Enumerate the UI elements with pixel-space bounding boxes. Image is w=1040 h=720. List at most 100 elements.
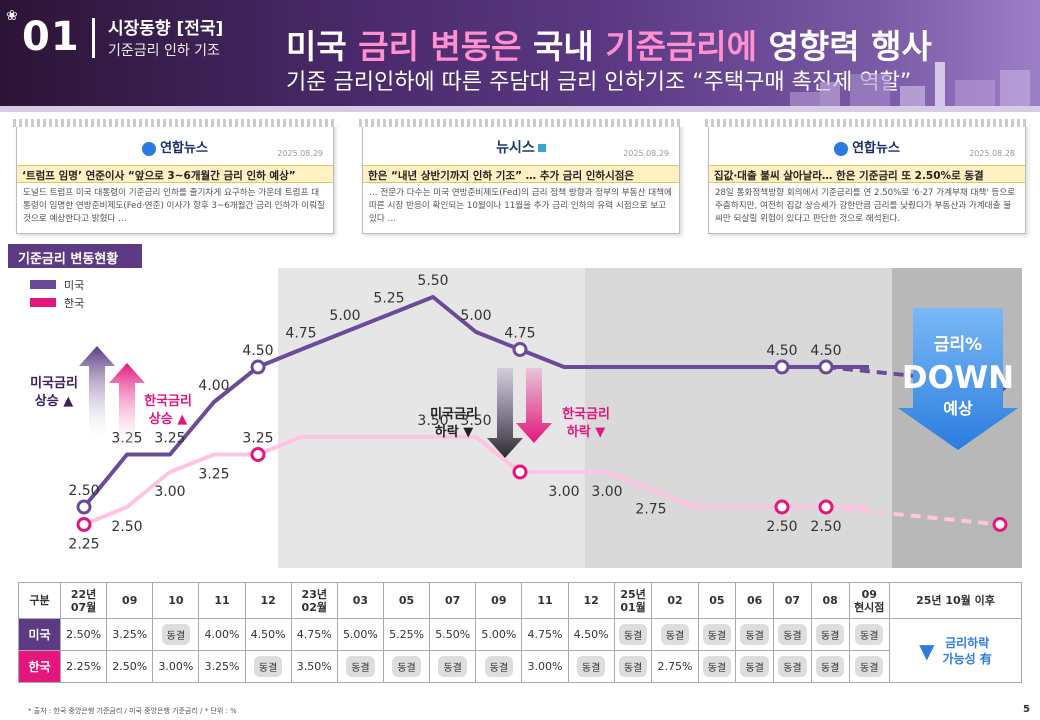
table-cell: 5.25% — [382, 618, 431, 651]
table-cell: 2.75% — [651, 650, 699, 683]
news-logo-icon — [537, 144, 546, 152]
table-cell: 동결 — [735, 650, 775, 683]
us-value-label: 5.00 — [329, 308, 360, 324]
kr-value-label: 2.50 — [810, 519, 841, 535]
table-cell: 동결 — [429, 650, 477, 683]
us-up-label: 상승 ▲ — [35, 394, 73, 409]
table-cell: 동결 — [613, 650, 653, 683]
us-point — [76, 499, 92, 515]
kr-up-label: 상승 ▲ — [149, 412, 187, 427]
table-cell: 4.50% — [567, 618, 615, 651]
news-card[interactable]: 연합뉴스 2025.08.29 ‘트럼프 임명’ 연준이사 “앞으로 3~6개월… — [13, 119, 337, 234]
table-header-cell: 08 — [810, 582, 850, 619]
forecast-cell: ▼ 금리하락 가능성 有 — [889, 618, 1022, 683]
table-cell: 4.75% — [290, 618, 338, 651]
table-cell: 동결 — [651, 618, 699, 651]
forecast-label: 금리% — [934, 335, 982, 355]
kr-point — [992, 517, 1008, 532]
table-header-cell: 09 — [475, 582, 523, 619]
us-value-label: 5.00 — [460, 308, 491, 324]
kr-down-label: 하락 ▼ — [567, 424, 605, 440]
news-date: 2025.08.29 — [277, 149, 323, 158]
table-header-cell: 22년 07월 — [59, 582, 108, 619]
section-title: 시장동향 [전국] — [108, 19, 224, 39]
us-up-arrow — [79, 346, 115, 438]
band-1 — [8, 268, 278, 568]
kr-down-label: 한국금리 — [562, 406, 610, 422]
table-header-cell: 09 현시점 — [848, 582, 890, 619]
kr-line — [83, 435, 869, 527]
table-cell: 동결 — [697, 650, 737, 683]
table-cell: 2.50% — [106, 650, 154, 683]
kr-point — [774, 499, 790, 515]
news-date: 2025.08.29 — [623, 149, 669, 158]
table-header-row: 구분 22년 07월 09 10 11 12 23년 02월 03 05 07 09 11 12 25년 01월… — [18, 582, 1022, 619]
table-header-cell: 06 — [735, 582, 775, 619]
news-logo: 연합뉴스 — [709, 137, 1025, 156]
us-point — [250, 359, 266, 375]
table-cell: 동결 — [773, 650, 812, 683]
news-body: 도널드 트럼프 미국 대통령이 기준금리 인하를 줄기차게 요구하는 가운데 트… — [23, 188, 325, 224]
section-number: 01 — [22, 14, 80, 60]
legend-label-us: 미국 — [64, 279, 84, 292]
news-headline: ‘트럼프 임명’ 연준이사 “앞으로 3~6개월간 금리 인하 예상” — [17, 165, 333, 183]
table-row-us: 미국 2.50% 3.25% 동결 4.00% 4.50% 4.75% 5.00% 5.25% 5… — [18, 618, 1022, 683]
table-cell: 동결 — [336, 650, 384, 683]
note-binding — [13, 119, 337, 127]
table-cell: 4.00% — [198, 618, 246, 651]
legend-label-kr: 한국 — [64, 297, 84, 310]
kr-point — [76, 517, 92, 532]
news-card[interactable]: 연합뉴스 2025.08.28 집값·대출 불씨 살아날라… 한은 기준금리 또… — [705, 119, 1029, 234]
us-value-label: 4.75 — [285, 326, 316, 342]
news-logo: 연합뉴스 — [17, 137, 333, 156]
us-down-label: 하락 ▼ — [435, 424, 473, 440]
table-cell: 동결 — [613, 618, 653, 651]
us-down-label: 미국금리 — [430, 406, 478, 422]
us-value-label: 5.50 — [417, 273, 448, 289]
page-number: 5 — [1023, 704, 1030, 715]
us-value-label: 4.00 — [198, 378, 229, 394]
us-line — [82, 295, 869, 509]
legend-swatch-kr — [30, 298, 56, 307]
kr-up-arrow — [109, 363, 145, 448]
table-header-cell: 25년 01월 — [613, 582, 653, 619]
us-value-label: 4.50 — [766, 343, 797, 359]
table-cell: 4.50% — [244, 618, 292, 651]
kr-value-label: 3.00 — [548, 484, 579, 500]
us-down-arrow — [487, 368, 523, 458]
us-point — [512, 342, 528, 357]
kr-value-label: 3.00 — [591, 484, 622, 500]
note-binding — [705, 119, 1029, 127]
table-header-cell: 12 — [567, 582, 615, 619]
table-cell: 동결 — [810, 650, 850, 683]
kr-value-label: 3.25 — [242, 431, 273, 447]
table-cell: 2.25% — [59, 650, 108, 683]
news-card[interactable]: 뉴시스 2025.08.29 한은 “내년 상반기까지 인하 기조” … 추가 … — [359, 119, 683, 234]
news-body: 28일 통화정책방향 회의에서 기준금리를 연 2.50%로 '6·27 가계부… — [715, 188, 1016, 224]
kr-up-label: 한국금리 — [144, 393, 192, 409]
kr-point — [818, 499, 834, 515]
table-cell: 3.25% — [106, 618, 154, 651]
kr-point — [512, 464, 528, 480]
table-header-cell: 02 — [651, 582, 699, 619]
table-header-cell: 03 — [336, 582, 384, 619]
table-header-cell: 25년 10월 이후 — [889, 582, 1022, 619]
kr-down-arrow — [516, 368, 552, 443]
news-logo: 뉴시스 — [363, 137, 679, 157]
header-strip — [0, 106, 1040, 112]
table-cell: 3.25% — [198, 650, 246, 683]
news-headline: 한은 “내년 상반기까지 인하 기조” … 추가 금리 인하시점은 — [363, 165, 679, 183]
table-cell: 3.00% — [152, 650, 200, 683]
news-logo-icon — [142, 141, 157, 156]
table-cell: 4.75% — [521, 618, 569, 651]
note-binding — [359, 119, 683, 127]
kr-value-label: 2.75 — [635, 502, 666, 518]
table-cell: 동결 — [475, 650, 523, 683]
table-cell: 2.50% — [59, 618, 108, 651]
forecast-label: DOWN — [902, 360, 1014, 396]
table-cell: 동결 — [848, 618, 890, 651]
table-cell: 동결 — [810, 618, 850, 651]
news-date: 2025.08.28 — [969, 149, 1015, 158]
table-header-cell: 11 — [521, 582, 569, 619]
